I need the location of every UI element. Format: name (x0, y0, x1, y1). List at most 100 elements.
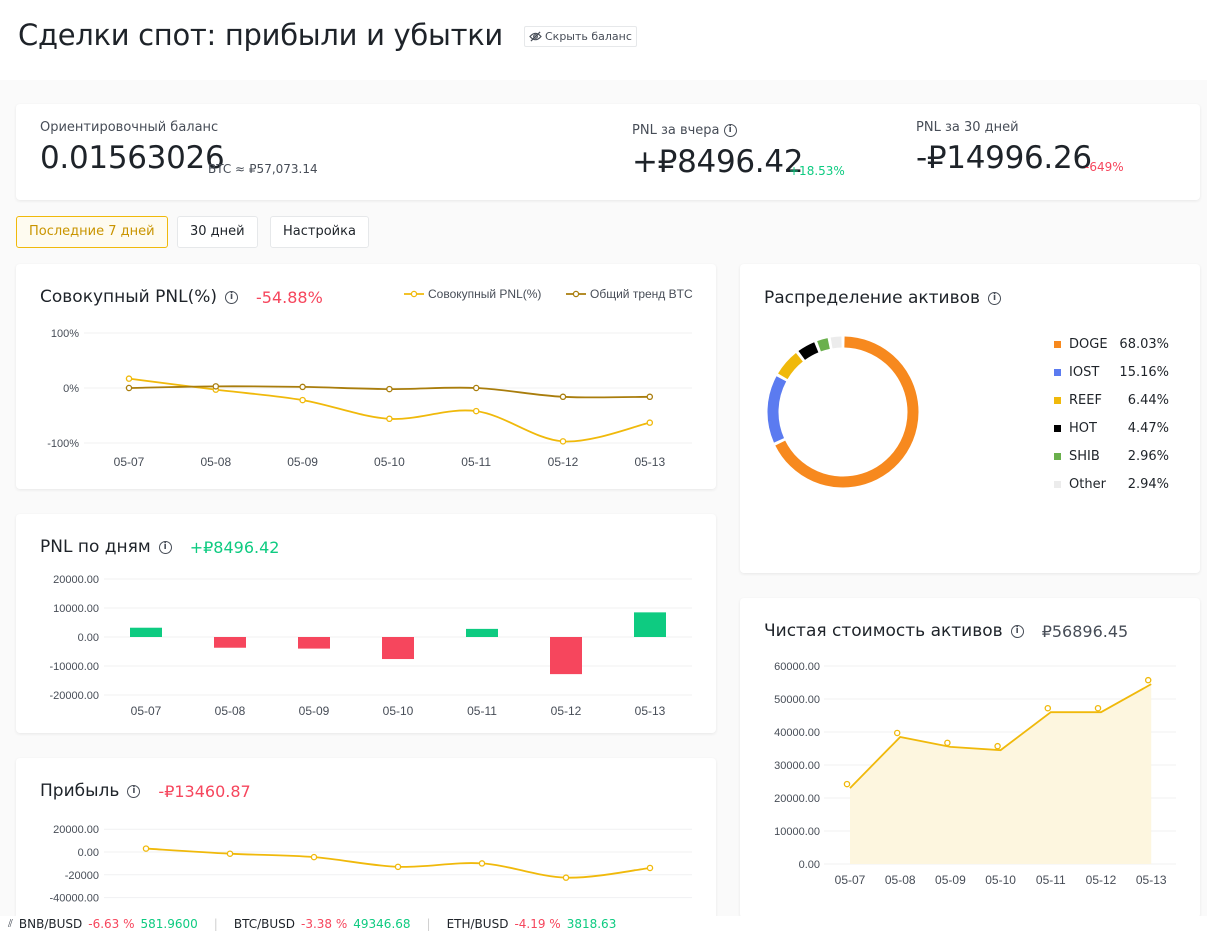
x-tick-label: 05-09 (299, 704, 330, 718)
ticker-icon: ⫽ (8, 917, 13, 930)
ticker-price: 3818.63 (566, 917, 617, 931)
data-point (893, 729, 901, 737)
data-point (478, 860, 486, 867)
data-point (386, 415, 393, 423)
x-tick-label: 05-13 (1136, 873, 1167, 887)
x-tick-label: 05-07 (131, 704, 162, 718)
profit-line (145, 847, 651, 879)
bar (130, 627, 162, 637)
tab-30-days[interactable]: 30 дней (177, 216, 258, 248)
y-tick-label: 50000.00 (774, 694, 820, 706)
summary-card: Ориентировочный баланс 0.01563026 BTC ≈ … (16, 104, 1200, 200)
info-icon[interactable]: i (1010, 624, 1024, 638)
donut-slice (775, 336, 919, 488)
y-tick-label: 20000.00 (53, 824, 99, 836)
net-worth-chart[interactable]: 60000.00 50000.00 40000.00 30000.00 20000.00… (740, 598, 1200, 918)
data-point (1044, 704, 1052, 712)
info-icon[interactable]: i (127, 784, 141, 798)
profit-chart[interactable]: 20000.00 0.00 -20000 -40000.00 (16, 758, 716, 932)
x-tick-label: 05-08 (215, 704, 246, 718)
legend-value: 6.44% (1127, 393, 1169, 408)
legend-label: DOGE (1069, 337, 1108, 352)
ticker-separator: | (426, 917, 431, 931)
ticker-pair[interactable]: BTC/BUSD (233, 917, 295, 931)
legend-label: Общий тренд BTC (590, 287, 693, 301)
legend-swatch (1054, 425, 1061, 432)
eye-slash-icon (529, 31, 542, 42)
x-tick-label: 05-09 (935, 873, 966, 887)
daily-pnl-title: PNL по дням i +₽8496.42 (40, 537, 280, 557)
y-tick-label: 100% (51, 328, 79, 340)
data-point (394, 863, 402, 871)
data-point (559, 438, 567, 445)
y-tick-label: -20000.00 (49, 690, 99, 702)
balance-value: 0.01563026 (40, 140, 225, 176)
x-tick-label: 05-12 (548, 455, 579, 469)
legend-label: IOST (1069, 365, 1100, 380)
x-tick-label: 05-08 (200, 455, 231, 469)
data-point (299, 383, 306, 391)
cumulative-pnl-title: Совокупный PNL(%) i -54.88% (40, 287, 323, 307)
y-tick-label: 20000.00 (53, 574, 99, 586)
legend-item: Other 2.94% (1054, 477, 1169, 492)
legend-swatch (1054, 341, 1061, 348)
ticker-price: 581.9600 (140, 917, 198, 931)
pnl-30d-value: -₽14996.26 (916, 140, 1092, 176)
y-tick-label: 40000.00 (774, 727, 820, 739)
hide-balance-label: Скрыть баланс (545, 30, 632, 43)
donut-slice (798, 342, 819, 360)
x-tick-label: 05-08 (885, 873, 916, 887)
y-tick-label: -100% (47, 438, 79, 450)
y-tick-label: 0.00 (78, 847, 99, 859)
ticker-bar: ⫽ BNB/BUSD -6.63 % 581.9600 | BTC/BUSD -… (0, 916, 1207, 932)
info-icon[interactable]: i (723, 124, 737, 137)
ticker-change: -4.19 % (514, 917, 561, 931)
data-point (646, 393, 654, 401)
daily-pnl-value: +₽8496.42 (189, 537, 280, 557)
info-icon[interactable]: i (224, 290, 238, 304)
ticker-separator: | (213, 917, 218, 931)
cumulative-pnl-card: Совокупный PNL(%) i -54.88% 100% 0% -100% 0… (16, 264, 716, 489)
ticker-change: -6.63 % (88, 917, 135, 931)
legend-item: REEF 6.44% (1054, 393, 1169, 408)
pnl-yesterday-pct: +18.53% (789, 164, 845, 178)
asset-distribution-card: Распределение активов i (740, 264, 1200, 573)
y-tick-label: 30000.00 (774, 760, 820, 772)
ticker-pair[interactable]: BNB/BUSD (18, 917, 83, 931)
data-point (310, 853, 318, 861)
balance-label: Ориентировочный баланс (40, 120, 219, 135)
data-point (994, 742, 1001, 750)
x-tick-label: 05-11 (467, 704, 497, 718)
info-icon[interactable]: i (988, 291, 1002, 305)
data-point (125, 384, 133, 392)
x-tick-label: 05-12 (551, 704, 582, 718)
asset-distribution-donut[interactable] (755, 319, 955, 519)
y-tick-label: 20000.00 (774, 793, 820, 805)
legend-label: HOT (1069, 421, 1097, 436)
tab-last-7-days[interactable]: Последние 7 дней (16, 216, 168, 248)
data-point (299, 396, 306, 404)
data-point (125, 375, 133, 382)
legend-value: 68.03% (1119, 337, 1169, 352)
x-tick-label: 05-11 (461, 455, 491, 469)
x-tick-label: 05-13 (634, 455, 665, 469)
tab-settings[interactable]: Настройка (270, 216, 369, 248)
daily-pnl-card: PNL по дням i +₽8496.42 20000.00 10000.00… (16, 514, 716, 733)
profit-card: Прибыль i -₽13460.87 20000.00 0.00 -20000 -… (16, 758, 716, 932)
bar (634, 612, 666, 637)
info-icon[interactable]: i (158, 540, 172, 554)
x-tick-label: 05-09 (287, 455, 318, 469)
data-point (1144, 676, 1152, 684)
ticker-pair[interactable]: ETH/BUSD (446, 917, 509, 931)
daily-pnl-chart[interactable]: 20000.00 10000.00 0.00 -10000.00 -20000.00 05… (16, 514, 716, 733)
legend-item: DOGE 68.03% (1054, 337, 1169, 352)
pnl-30d-label: PNL за 30 дней (916, 120, 1019, 135)
x-tick-label: 05-13 (635, 704, 666, 718)
pnl-30d-pct: -649% (1085, 160, 1124, 174)
x-tick-label: 05-10 (374, 455, 405, 469)
legend-label: SHIB (1069, 449, 1100, 464)
net-worth-line (849, 683, 1152, 789)
cumulative-pnl-chart[interactable]: 100% 0% -100% 05-07 05-08 05-09 05-10 05-11 05-1… (16, 264, 716, 489)
hide-balance-button[interactable]: Скрыть баланс (524, 26, 637, 47)
ticker-change: -3.38 % (301, 917, 348, 931)
